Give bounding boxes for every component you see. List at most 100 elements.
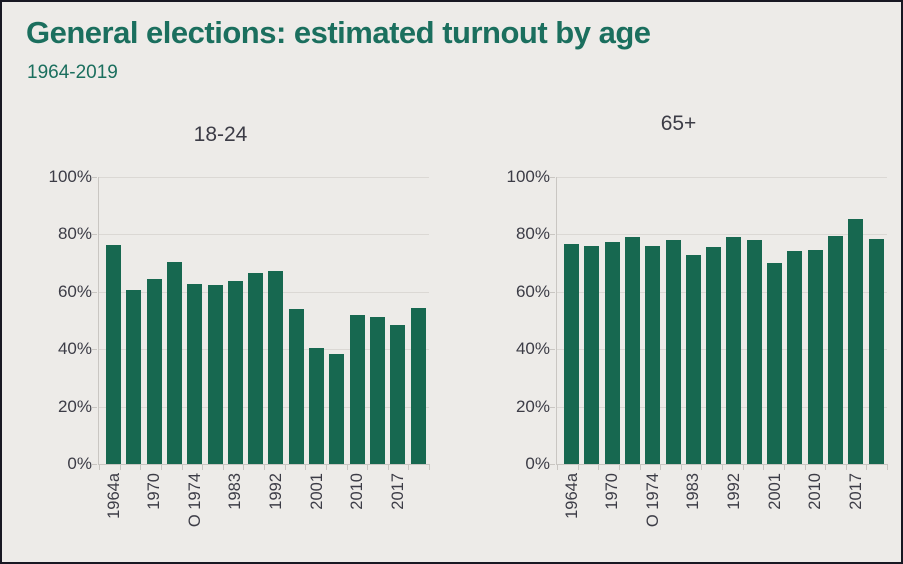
bar	[288, 308, 304, 464]
bar	[309, 348, 324, 464]
x-tick-mark	[387, 465, 389, 470]
x-axis-label: O 1974	[643, 473, 662, 528]
gridline	[557, 292, 887, 293]
x-tick-mark	[325, 465, 327, 470]
bar	[126, 290, 142, 464]
x-tick-mark	[160, 465, 162, 470]
x-tick-mark	[804, 465, 806, 470]
x-tick-mark	[222, 465, 224, 470]
bar	[746, 240, 762, 464]
chart-title-65plus: 65+	[660, 112, 697, 135]
x-tick-mark	[577, 465, 579, 470]
x-tick-mark	[346, 465, 348, 470]
y-tick-mark	[550, 407, 555, 408]
bar	[349, 315, 365, 464]
y-tick-mark	[92, 177, 97, 178]
bar	[227, 280, 243, 464]
figure-subtitle: 1964-2019	[27, 62, 118, 83]
y-axis-label: 80%	[515, 224, 550, 243]
y-axis-label: 40%	[515, 339, 550, 358]
x-axis-label: 2001	[307, 473, 326, 510]
x-axis-label: 1964a	[562, 473, 581, 519]
y-axis-label: 0%	[67, 454, 92, 473]
x-tick-mark	[742, 465, 744, 470]
bar	[848, 218, 864, 464]
x-axis-label: 1970	[603, 473, 622, 510]
bar	[564, 243, 579, 464]
bar	[146, 278, 162, 464]
bar	[207, 284, 223, 464]
bar	[248, 272, 264, 464]
x-axis-line	[556, 464, 888, 465]
x-axis-line	[98, 464, 430, 465]
y-tick-mark	[550, 292, 555, 293]
y-tick-mark	[92, 407, 97, 408]
bar	[369, 316, 385, 464]
y-axis-label: 40%	[57, 339, 92, 358]
x-tick-mark	[825, 465, 827, 470]
gridline	[557, 234, 887, 235]
gridline	[557, 407, 887, 408]
plot-area-65plus: 100% 80% 60% 40% 20% 0% 1964a 1970 O 1974 1983 199…	[507, 168, 888, 527]
x-axis-label: O 1974	[185, 473, 204, 528]
x-tick-mark	[639, 465, 641, 470]
bar	[604, 242, 620, 464]
bar	[166, 262, 182, 464]
gridline	[557, 349, 887, 350]
gridline	[99, 177, 429, 178]
y-tick-mark	[550, 177, 555, 178]
x-axis-label: 1992	[724, 473, 743, 510]
bar	[665, 240, 681, 464]
y-tick-mark	[550, 234, 555, 235]
y-tick-mark	[92, 464, 97, 465]
y-tick-mark	[92, 292, 97, 293]
x-axis-label: 2017	[846, 473, 865, 510]
x-axis-label: 1970	[145, 473, 164, 510]
x-axis-label: 1964a	[104, 473, 123, 519]
y-tick-mark	[550, 464, 555, 465]
x-axis-label: 2017	[388, 473, 407, 510]
y-tick-mark	[92, 349, 97, 350]
x-tick-mark	[305, 465, 307, 470]
x-tick-mark	[119, 465, 121, 470]
y-axis-line	[98, 177, 99, 465]
y-axis-label: 20%	[515, 397, 550, 416]
y-axis-label: 60%	[57, 282, 92, 301]
chart-title-18-24: 18-24	[193, 123, 248, 146]
x-tick-mark	[557, 465, 558, 470]
bar	[685, 255, 701, 464]
gridline	[557, 177, 887, 178]
x-axis-label: 1983	[684, 473, 703, 510]
bar	[767, 262, 782, 464]
bar	[268, 270, 284, 464]
x-tick-mark	[845, 465, 847, 470]
x-tick-mark	[264, 465, 265, 470]
x-tick-mark	[181, 465, 183, 470]
bar	[645, 246, 661, 464]
bar	[868, 239, 884, 464]
x-tick-mark	[367, 465, 369, 470]
x-tick-mark	[701, 465, 703, 470]
y-tick-mark	[550, 349, 555, 350]
bar	[410, 307, 426, 464]
y-axis-label: 100%	[506, 167, 550, 186]
x-tick-mark	[680, 465, 682, 470]
bar	[329, 354, 345, 464]
gridline	[99, 292, 429, 293]
y-tick-mark	[92, 234, 97, 235]
x-tick-mark	[618, 465, 620, 470]
x-axis-label: 2010	[348, 473, 367, 510]
bar	[787, 250, 803, 464]
x-tick-mark	[99, 465, 100, 470]
bar	[624, 236, 640, 464]
x-tick-mark	[140, 465, 142, 470]
gridline	[99, 407, 429, 408]
y-axis-label: 80%	[57, 224, 92, 243]
bar	[807, 249, 823, 464]
x-tick-mark	[284, 465, 286, 470]
bar	[187, 284, 203, 464]
y-axis-label: 20%	[57, 397, 92, 416]
y-axis-label: 60%	[515, 282, 550, 301]
x-axis-label: 2001	[765, 473, 784, 510]
